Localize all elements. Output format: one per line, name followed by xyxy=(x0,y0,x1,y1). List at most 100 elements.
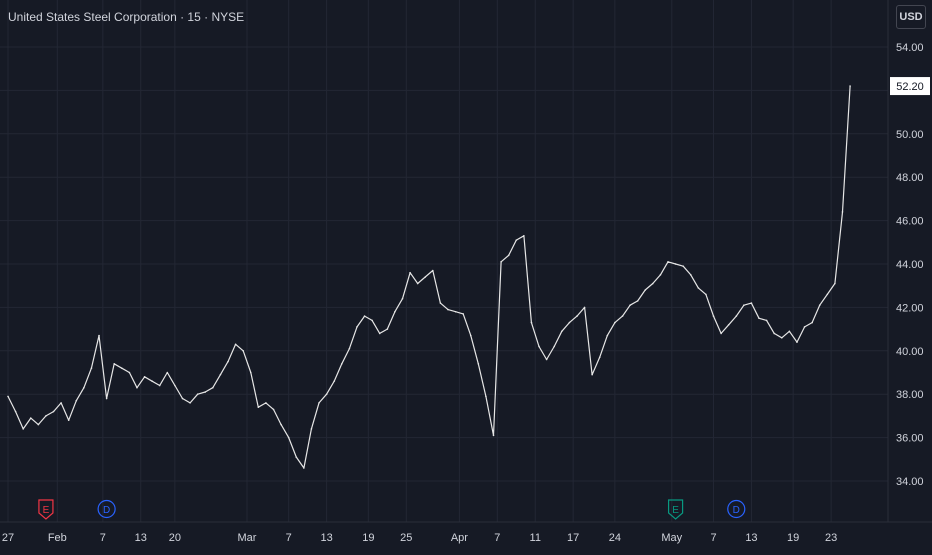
price-point xyxy=(659,274,662,276)
x-tick-label: 13 xyxy=(135,532,147,544)
dividend-marker[interactable]: D xyxy=(727,499,746,519)
price-point xyxy=(447,308,449,311)
dividend-badge-circle xyxy=(727,499,746,519)
y-tick-label: 36.00 xyxy=(896,433,924,445)
earnings-marker[interactable]: E xyxy=(667,499,684,520)
price-point xyxy=(432,269,434,272)
marker-label: D xyxy=(733,505,740,516)
price-point xyxy=(52,410,55,413)
price-point xyxy=(265,402,267,404)
price-point xyxy=(394,310,396,313)
price-point xyxy=(212,386,214,389)
earnings-badge-shape xyxy=(38,499,54,520)
price-point xyxy=(705,293,707,296)
y-tick-label: 44.00 xyxy=(896,259,924,271)
price-point xyxy=(227,360,229,363)
earnings-marker[interactable]: E xyxy=(38,499,54,520)
price-point xyxy=(386,328,389,330)
price-point xyxy=(818,304,821,307)
time-axis[interactable]: 27 Feb 7 13 20 Mar 7 13 19 25 Apr 7 11 17 24 May 7 13 19 23 xyxy=(0,521,932,544)
y-tick-label: 48.00 xyxy=(896,172,924,184)
dividend-marker[interactable]: D xyxy=(97,499,116,519)
price-point xyxy=(477,363,480,365)
price-point xyxy=(682,265,684,267)
price-point xyxy=(113,363,116,365)
price-point xyxy=(568,321,571,324)
price-point xyxy=(105,397,108,400)
price-point xyxy=(318,402,320,404)
price-point xyxy=(667,261,669,263)
price-point xyxy=(356,326,358,328)
price-point xyxy=(560,330,563,333)
price-point xyxy=(409,271,411,274)
price-point xyxy=(652,282,654,285)
price-point xyxy=(401,297,404,300)
price-point xyxy=(37,423,40,426)
price-point xyxy=(204,391,207,393)
price-point xyxy=(515,239,518,241)
price-point xyxy=(773,332,776,335)
x-tick-label: 25 xyxy=(400,532,412,544)
price-point xyxy=(614,321,616,324)
price-point xyxy=(158,384,161,387)
price-point xyxy=(325,393,328,396)
price-point xyxy=(280,423,282,426)
price-point xyxy=(606,334,609,337)
price-point xyxy=(90,367,93,369)
price-point xyxy=(469,334,472,337)
price-point xyxy=(720,332,722,335)
price-point xyxy=(735,315,738,317)
price-point xyxy=(454,310,457,313)
price-point xyxy=(462,313,464,315)
price-point xyxy=(60,402,62,404)
x-tick-label: 13 xyxy=(320,532,332,544)
price-point xyxy=(242,350,244,352)
price-point xyxy=(803,326,806,328)
x-tick-label: 11 xyxy=(530,532,541,544)
price-point xyxy=(621,315,624,317)
price-point xyxy=(507,254,510,257)
currency-button[interactable]: USD xyxy=(896,5,926,29)
price-point xyxy=(14,410,17,413)
price-point xyxy=(378,332,381,335)
y-tick-label: 38.00 xyxy=(896,389,924,401)
price-point xyxy=(689,274,692,276)
price-point xyxy=(196,393,199,396)
x-tick-label: 17 xyxy=(567,532,579,544)
price-point xyxy=(29,417,32,419)
price-point xyxy=(576,315,578,317)
price-point xyxy=(826,293,829,296)
y-tick-label: 54.00 xyxy=(896,42,924,54)
price-point xyxy=(45,415,47,417)
x-tick-label: 20 xyxy=(169,532,181,544)
x-tick-label: Feb xyxy=(48,532,67,544)
price-point xyxy=(234,343,237,346)
x-tick-label: 7 xyxy=(100,532,106,544)
price-point xyxy=(287,436,290,439)
price-point xyxy=(363,315,366,317)
marker-label: E xyxy=(672,505,679,516)
price-point xyxy=(697,287,700,289)
price-point xyxy=(712,315,715,317)
symbol-title[interactable]: United States Steel Corporation · 15 · N… xyxy=(8,10,245,24)
price-point xyxy=(75,399,78,402)
last-price-label: 52.20 xyxy=(896,81,924,93)
marker-label: D xyxy=(103,505,110,516)
earnings-badge-shape xyxy=(667,499,684,520)
price-point xyxy=(120,367,123,369)
x-tick-label: Mar xyxy=(237,532,256,544)
x-tick-label: 19 xyxy=(362,532,374,544)
x-tick-label: 27 xyxy=(2,532,14,544)
y-tick-label: 46.00 xyxy=(896,216,924,228)
x-tick-label: 23 xyxy=(825,532,837,544)
series-layer xyxy=(7,85,851,469)
last-price-tag xyxy=(890,77,930,96)
price-point xyxy=(181,397,184,400)
price-point xyxy=(758,317,760,320)
price-point xyxy=(750,302,753,304)
y-tick-label: 34.00 xyxy=(896,476,924,488)
price-point xyxy=(22,428,24,430)
